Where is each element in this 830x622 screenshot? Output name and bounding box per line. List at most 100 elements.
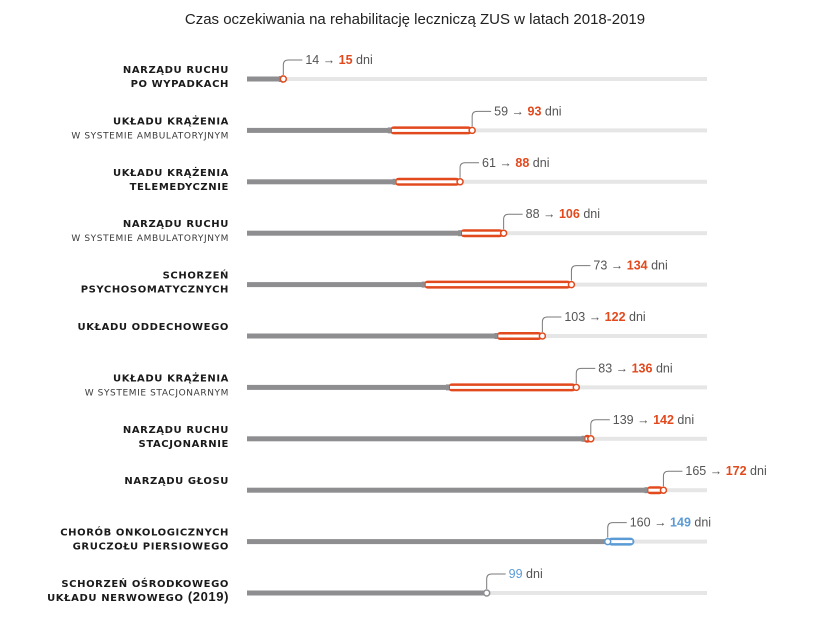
bar-2018-marker — [581, 435, 585, 442]
bar-2018 — [247, 282, 424, 288]
value-label: 139 → 142 dni — [613, 413, 694, 427]
value-2018: 160 → — [630, 516, 670, 530]
bar-2018 — [247, 179, 395, 185]
category-label: NARZĄDU RUCHU — [123, 425, 229, 436]
value-unit: dni — [674, 413, 694, 427]
value-label: 61 → 88 dni — [482, 156, 549, 170]
bar-2018-marker — [445, 384, 449, 391]
bar-change-inner — [449, 385, 575, 389]
bar-change-inner — [396, 180, 459, 184]
bar-2018 — [247, 487, 647, 493]
value-2018: 83 → — [598, 361, 631, 375]
bar-2018-marker — [494, 333, 498, 339]
value-label: 14 → 15 dni — [305, 53, 372, 67]
category-sublabel-text: W SYSTEMIE STACJONARNYM — [85, 388, 229, 398]
value-2019: 99 — [509, 567, 523, 581]
value-2019: 142 — [653, 413, 674, 427]
callout-line — [471, 110, 492, 127]
bar-2018 — [247, 539, 608, 545]
value-2018: 61 → — [482, 156, 515, 170]
bar-2018 — [247, 333, 497, 339]
value-2019: 172 — [726, 464, 747, 478]
bar-2019-marker — [499, 229, 508, 237]
value-2018: 165 → — [685, 464, 725, 478]
value-2019: 136 — [632, 361, 653, 375]
callout-line — [662, 470, 683, 487]
bar-2019-marker — [603, 537, 612, 546]
category-label: UKŁADU KRĄŻENIA — [113, 113, 229, 127]
bar-2019-marker — [279, 75, 288, 83]
value-unit: dni — [541, 104, 561, 118]
value-unit: dni — [691, 516, 711, 530]
category-sublabel-text: GRUCZOŁU PIERSIOWEGO — [73, 542, 229, 553]
bar-track — [247, 77, 707, 81]
bar-change-inner — [391, 128, 471, 132]
bar-2018-marker — [458, 230, 462, 237]
bar-2018 — [247, 590, 487, 596]
category-label: NARZĄDU RUCHU — [123, 65, 229, 76]
value-2018: 59 → — [494, 104, 527, 118]
category-sublabel: GRUCZOŁU PIERSIOWEGO — [73, 542, 229, 553]
category-sublabel: W SYSTEMIE AMBULATORYJNYM — [71, 234, 229, 244]
callout-line — [570, 265, 591, 281]
value-2019: 134 — [627, 259, 648, 273]
value-label: 73 → 134 dni — [593, 259, 667, 273]
category-sublabel-text: UKŁADU NERWOWEGO — [47, 593, 184, 604]
value-2018: 73 → — [593, 259, 626, 273]
category-label: UKŁADU ODDECHOWEGO — [78, 322, 229, 333]
value-2018: 88 → — [526, 207, 559, 221]
category-label: CHORÓB ONKOLOGICZNYCH — [60, 526, 229, 539]
bar-2018 — [247, 76, 281, 82]
value-2019: 122 — [605, 310, 626, 324]
callout-line — [459, 162, 480, 178]
value-label: 59 → 93 dni — [494, 104, 561, 118]
callout-line — [541, 316, 562, 332]
callout-line — [486, 573, 506, 589]
category-label: SCHORZEŃ OŚRODKOWEGO — [61, 577, 229, 590]
bar-2019-marker — [572, 383, 581, 392]
bar-2018 — [247, 384, 448, 390]
value-unit: dni — [523, 567, 543, 581]
value-label: 160 → 149 dni — [630, 516, 711, 530]
callout-line — [575, 367, 596, 384]
value-label: 165 → 172 dni — [685, 464, 766, 478]
category-sublabel: TELEMEDYCZNIE — [130, 182, 229, 193]
value-unit: dni — [353, 53, 373, 67]
value-2018: 103 → — [564, 310, 604, 324]
bar-2019-marker — [468, 126, 476, 135]
bar-2019-marker — [587, 435, 595, 443]
category-sublabel-text: STACJONARNIE — [139, 439, 229, 450]
value-2019: 15 — [339, 53, 353, 67]
value-unit: dni — [652, 361, 672, 375]
value-2018: 14 → — [305, 53, 338, 67]
bar-change-inner — [425, 283, 570, 287]
bar-2018-marker — [392, 178, 396, 185]
category-sublabel: W SYSTEMIE STACJONARNYM — [85, 388, 229, 398]
callout-line — [607, 522, 627, 538]
callout-line — [282, 59, 303, 75]
value-label: 83 → 136 dni — [598, 361, 672, 375]
bar-2019-marker — [538, 332, 547, 340]
category-sublabel: STACJONARNIE — [139, 439, 229, 450]
value-unit: dni — [648, 259, 668, 273]
category-sublabel-text: W SYSTEMIE AMBULATORYJNYM — [71, 234, 229, 244]
bar-2018 — [247, 230, 461, 236]
bar-change-inner — [498, 334, 541, 338]
bar-2018-marker — [421, 281, 425, 288]
category-label: SCHORZEŃ — [163, 269, 229, 282]
category-sublabel-text: W SYSTEMIE AMBULATORYJNYM — [71, 131, 229, 141]
value-2019: 93 — [528, 104, 542, 118]
value-unit: dni — [626, 310, 646, 324]
bar-2019-marker — [659, 486, 668, 494]
category-sublabel: UKŁADU NERWOWEGO (2019) — [47, 589, 229, 604]
callout-line — [590, 419, 610, 435]
category-sublabel-text: PO WYPADKACH — [131, 79, 229, 90]
chart-title: Czas oczekiwania na rehabilitację leczni… — [184, 11, 646, 28]
bar-2018-marker — [387, 127, 391, 134]
value-2019: 149 — [670, 516, 691, 530]
category-year-label: (2019) — [184, 589, 229, 604]
bar-change-inner — [462, 231, 502, 235]
bar-change-inner — [609, 540, 633, 544]
category-label: NARZĄDU RUCHU — [123, 219, 229, 230]
